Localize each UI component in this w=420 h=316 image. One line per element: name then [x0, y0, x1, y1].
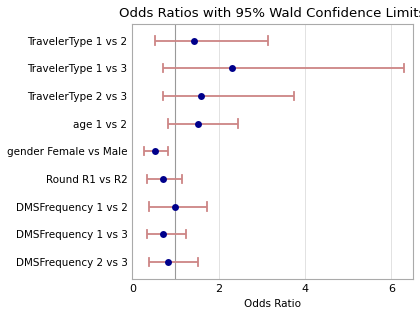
- Title: Odds Ratios with 95% Wald Confidence Limits: Odds Ratios with 95% Wald Confidence Lim…: [120, 7, 420, 20]
- X-axis label: Odds Ratio: Odds Ratio: [244, 299, 301, 309]
